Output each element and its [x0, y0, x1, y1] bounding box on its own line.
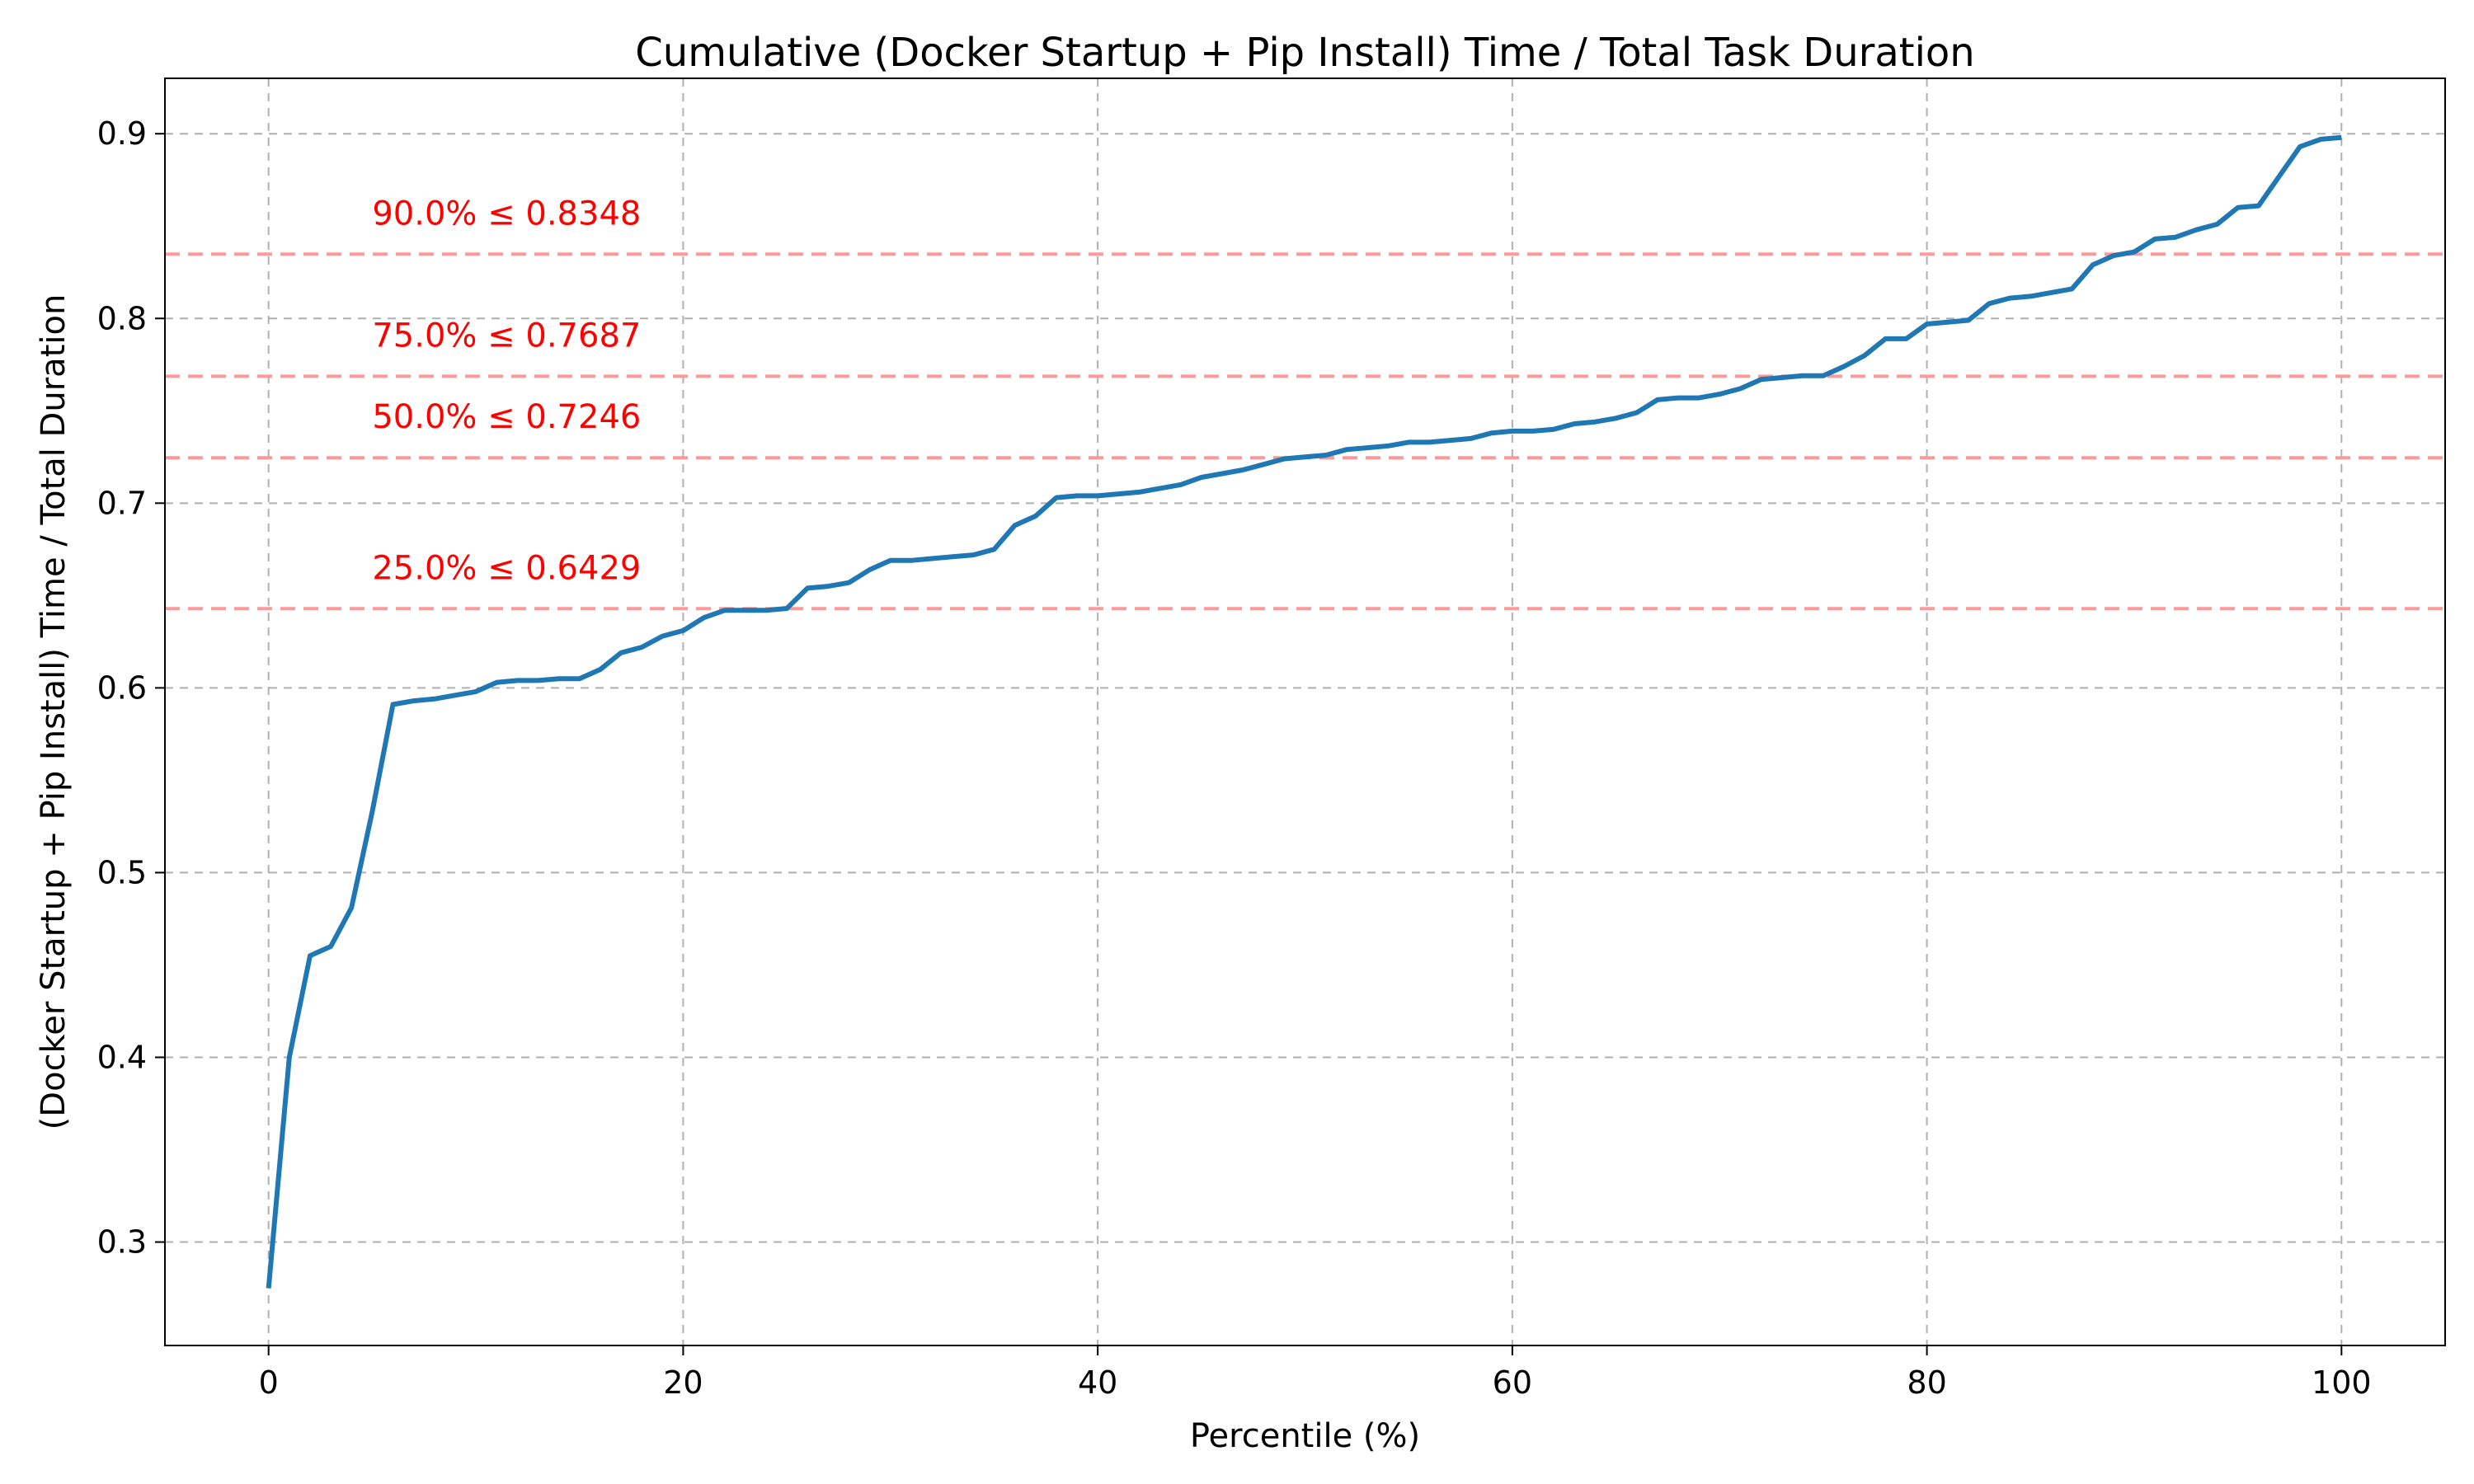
threshold-annotations: 90.0% ≤ 0.8348 75.0% ≤ 0.7687 50.0% ≤ 0.72… — [372, 195, 641, 587]
plot-frame — [164, 77, 2446, 1346]
x-tick-label: 100 — [2312, 1364, 2372, 1401]
series-line — [266, 134, 2342, 1289]
x-tick-label: 60 — [1493, 1364, 1532, 1401]
y-tick-label: 0.4 — [97, 1039, 147, 1075]
chart-title: Cumulative (Docker Startup + Pip Install… — [635, 30, 1974, 76]
y-axis-title: (Docker Startup + Pip Install) Time / To… — [35, 294, 73, 1130]
threshold-label: 90.0% ≤ 0.8348 — [372, 195, 641, 232]
x-axis-title: Percentile (%) — [1190, 1417, 1420, 1455]
threshold-label: 25.0% ≤ 0.6429 — [372, 549, 641, 587]
y-tick-label: 0.7 — [97, 485, 147, 521]
y-tick-label: 0.6 — [97, 669, 147, 706]
x-tick-label: 20 — [663, 1364, 703, 1401]
threshold-label: 75.0% ≤ 0.7687 — [372, 317, 641, 355]
x-tick-label: 40 — [1078, 1364, 1117, 1401]
y-tick-label: 0.3 — [97, 1224, 147, 1261]
threshold-label: 50.0% ≤ 0.7246 — [372, 398, 641, 436]
grid — [165, 78, 2445, 1345]
series — [266, 134, 2342, 1289]
y-tick-label: 0.5 — [97, 854, 147, 890]
x-tick-label: 0 — [259, 1364, 279, 1401]
y-tick-label: 0.8 — [97, 300, 147, 336]
x-tick-label: 80 — [1907, 1364, 1946, 1401]
axis-ticks: 0 20 40 60 80 100 0.3 0.4 0.5 0.6 0.7 0.8 0.9 — [97, 115, 2372, 1401]
y-tick-label: 0.9 — [97, 115, 147, 152]
